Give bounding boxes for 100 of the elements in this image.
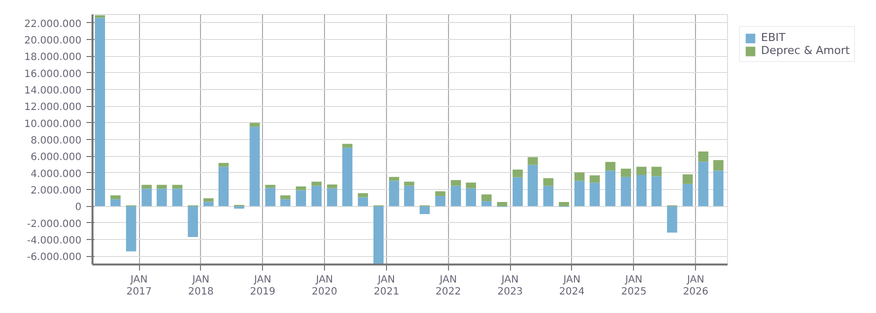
bar — [420, 206, 430, 214]
bar — [250, 122, 260, 127]
bar — [543, 186, 554, 206]
bar — [218, 162, 229, 167]
y-tick-label: -6.000.000 — [27, 252, 82, 264]
bar — [497, 202, 508, 206]
bar — [156, 184, 167, 189]
y-tick-label: 18.000.000 — [24, 52, 82, 64]
bar — [234, 206, 244, 209]
y-tick-label: 12.000.000 — [24, 102, 82, 114]
bar — [126, 206, 136, 252]
y-tick-label: 10.000.000 — [24, 118, 82, 130]
y-tick-label: 14.000.000 — [24, 86, 82, 96]
bar — [636, 166, 647, 175]
bar — [342, 144, 352, 148]
bar — [156, 188, 167, 206]
bar — [373, 206, 384, 264]
bar — [450, 186, 461, 206]
bar — [682, 174, 693, 184]
x-tick-label: JAN 2022 — [436, 274, 461, 298]
bar — [636, 175, 647, 206]
bar — [110, 195, 121, 200]
bar — [466, 182, 476, 188]
bar — [651, 166, 662, 176]
x-tick-label: JAN 2021 — [374, 274, 400, 298]
bar — [311, 182, 322, 186]
bar — [94, 15, 106, 18]
y-tick-label: 20.000.000 — [24, 36, 82, 46]
bar — [574, 180, 585, 206]
bar — [435, 196, 446, 206]
bar — [404, 182, 414, 186]
bar — [142, 184, 152, 189]
bar — [450, 180, 461, 186]
x-tick-label: JAN 2018 — [188, 274, 214, 298]
bar — [389, 180, 400, 206]
y-tick-label: 16.000.000 — [24, 68, 82, 80]
bar — [543, 178, 554, 186]
bar — [481, 201, 492, 206]
bar — [590, 182, 600, 206]
x-tick-label: JAN 2023 — [497, 274, 523, 298]
bar — [605, 162, 616, 171]
bar — [265, 184, 276, 188]
legend-label: EBIT — [761, 31, 786, 44]
bar — [280, 195, 290, 200]
y-tick-label: 6.000.000 — [30, 152, 82, 164]
bar — [327, 188, 338, 206]
bar — [94, 18, 106, 206]
bar — [605, 170, 616, 206]
bar — [667, 206, 678, 233]
x-tick-label: JAN 2026 — [682, 274, 708, 298]
x-tick-label: JAN 2019 — [250, 274, 276, 298]
bar — [620, 168, 631, 177]
bar — [296, 190, 306, 206]
bar — [528, 157, 538, 165]
bar — [590, 175, 600, 183]
bar — [651, 176, 662, 206]
bar — [172, 188, 182, 206]
bar — [404, 186, 414, 206]
x-tick-label: JAN 2024 — [559, 274, 585, 298]
y-tick-label: -4.000.000 — [27, 236, 82, 246]
bar — [713, 160, 724, 171]
bar — [265, 188, 276, 206]
bar — [110, 199, 121, 206]
bar — [682, 184, 693, 206]
bar — [698, 152, 708, 162]
bar — [296, 186, 306, 190]
bar — [203, 198, 214, 202]
bar — [218, 166, 229, 206]
bar — [188, 206, 198, 237]
legend-label: Deprec & Amort — [761, 44, 850, 57]
bar — [713, 170, 724, 206]
bar — [250, 126, 260, 206]
bar — [481, 194, 492, 202]
bar — [280, 199, 290, 206]
x-tick-label: JAN 2025 — [621, 274, 647, 298]
bar — [311, 186, 322, 206]
bar — [512, 177, 523, 206]
bar — [358, 193, 368, 198]
bar — [327, 184, 338, 188]
bar — [172, 184, 182, 189]
x-tick-label: JAN 2017 — [126, 274, 152, 298]
x-tick-label: JAN 2020 — [312, 274, 338, 298]
bar — [389, 176, 400, 181]
bar — [698, 162, 708, 206]
y-tick-label: 0 — [75, 202, 82, 214]
bar — [620, 176, 631, 206]
bar — [435, 191, 446, 196]
y-tick-label: 22.000.000 — [24, 18, 82, 30]
y-tick-label: 4.000.000 — [30, 168, 82, 180]
bar — [558, 202, 570, 206]
bar — [466, 188, 476, 206]
bar — [528, 164, 538, 206]
bar — [142, 188, 152, 206]
bar — [574, 172, 585, 181]
y-tick-label: 8.000.000 — [30, 136, 82, 146]
bar — [512, 170, 523, 178]
bar — [358, 197, 368, 206]
y-tick-label: -2.000.000 — [27, 218, 82, 230]
y-tick-label: 2.000.000 — [30, 186, 82, 196]
bar — [342, 148, 352, 206]
